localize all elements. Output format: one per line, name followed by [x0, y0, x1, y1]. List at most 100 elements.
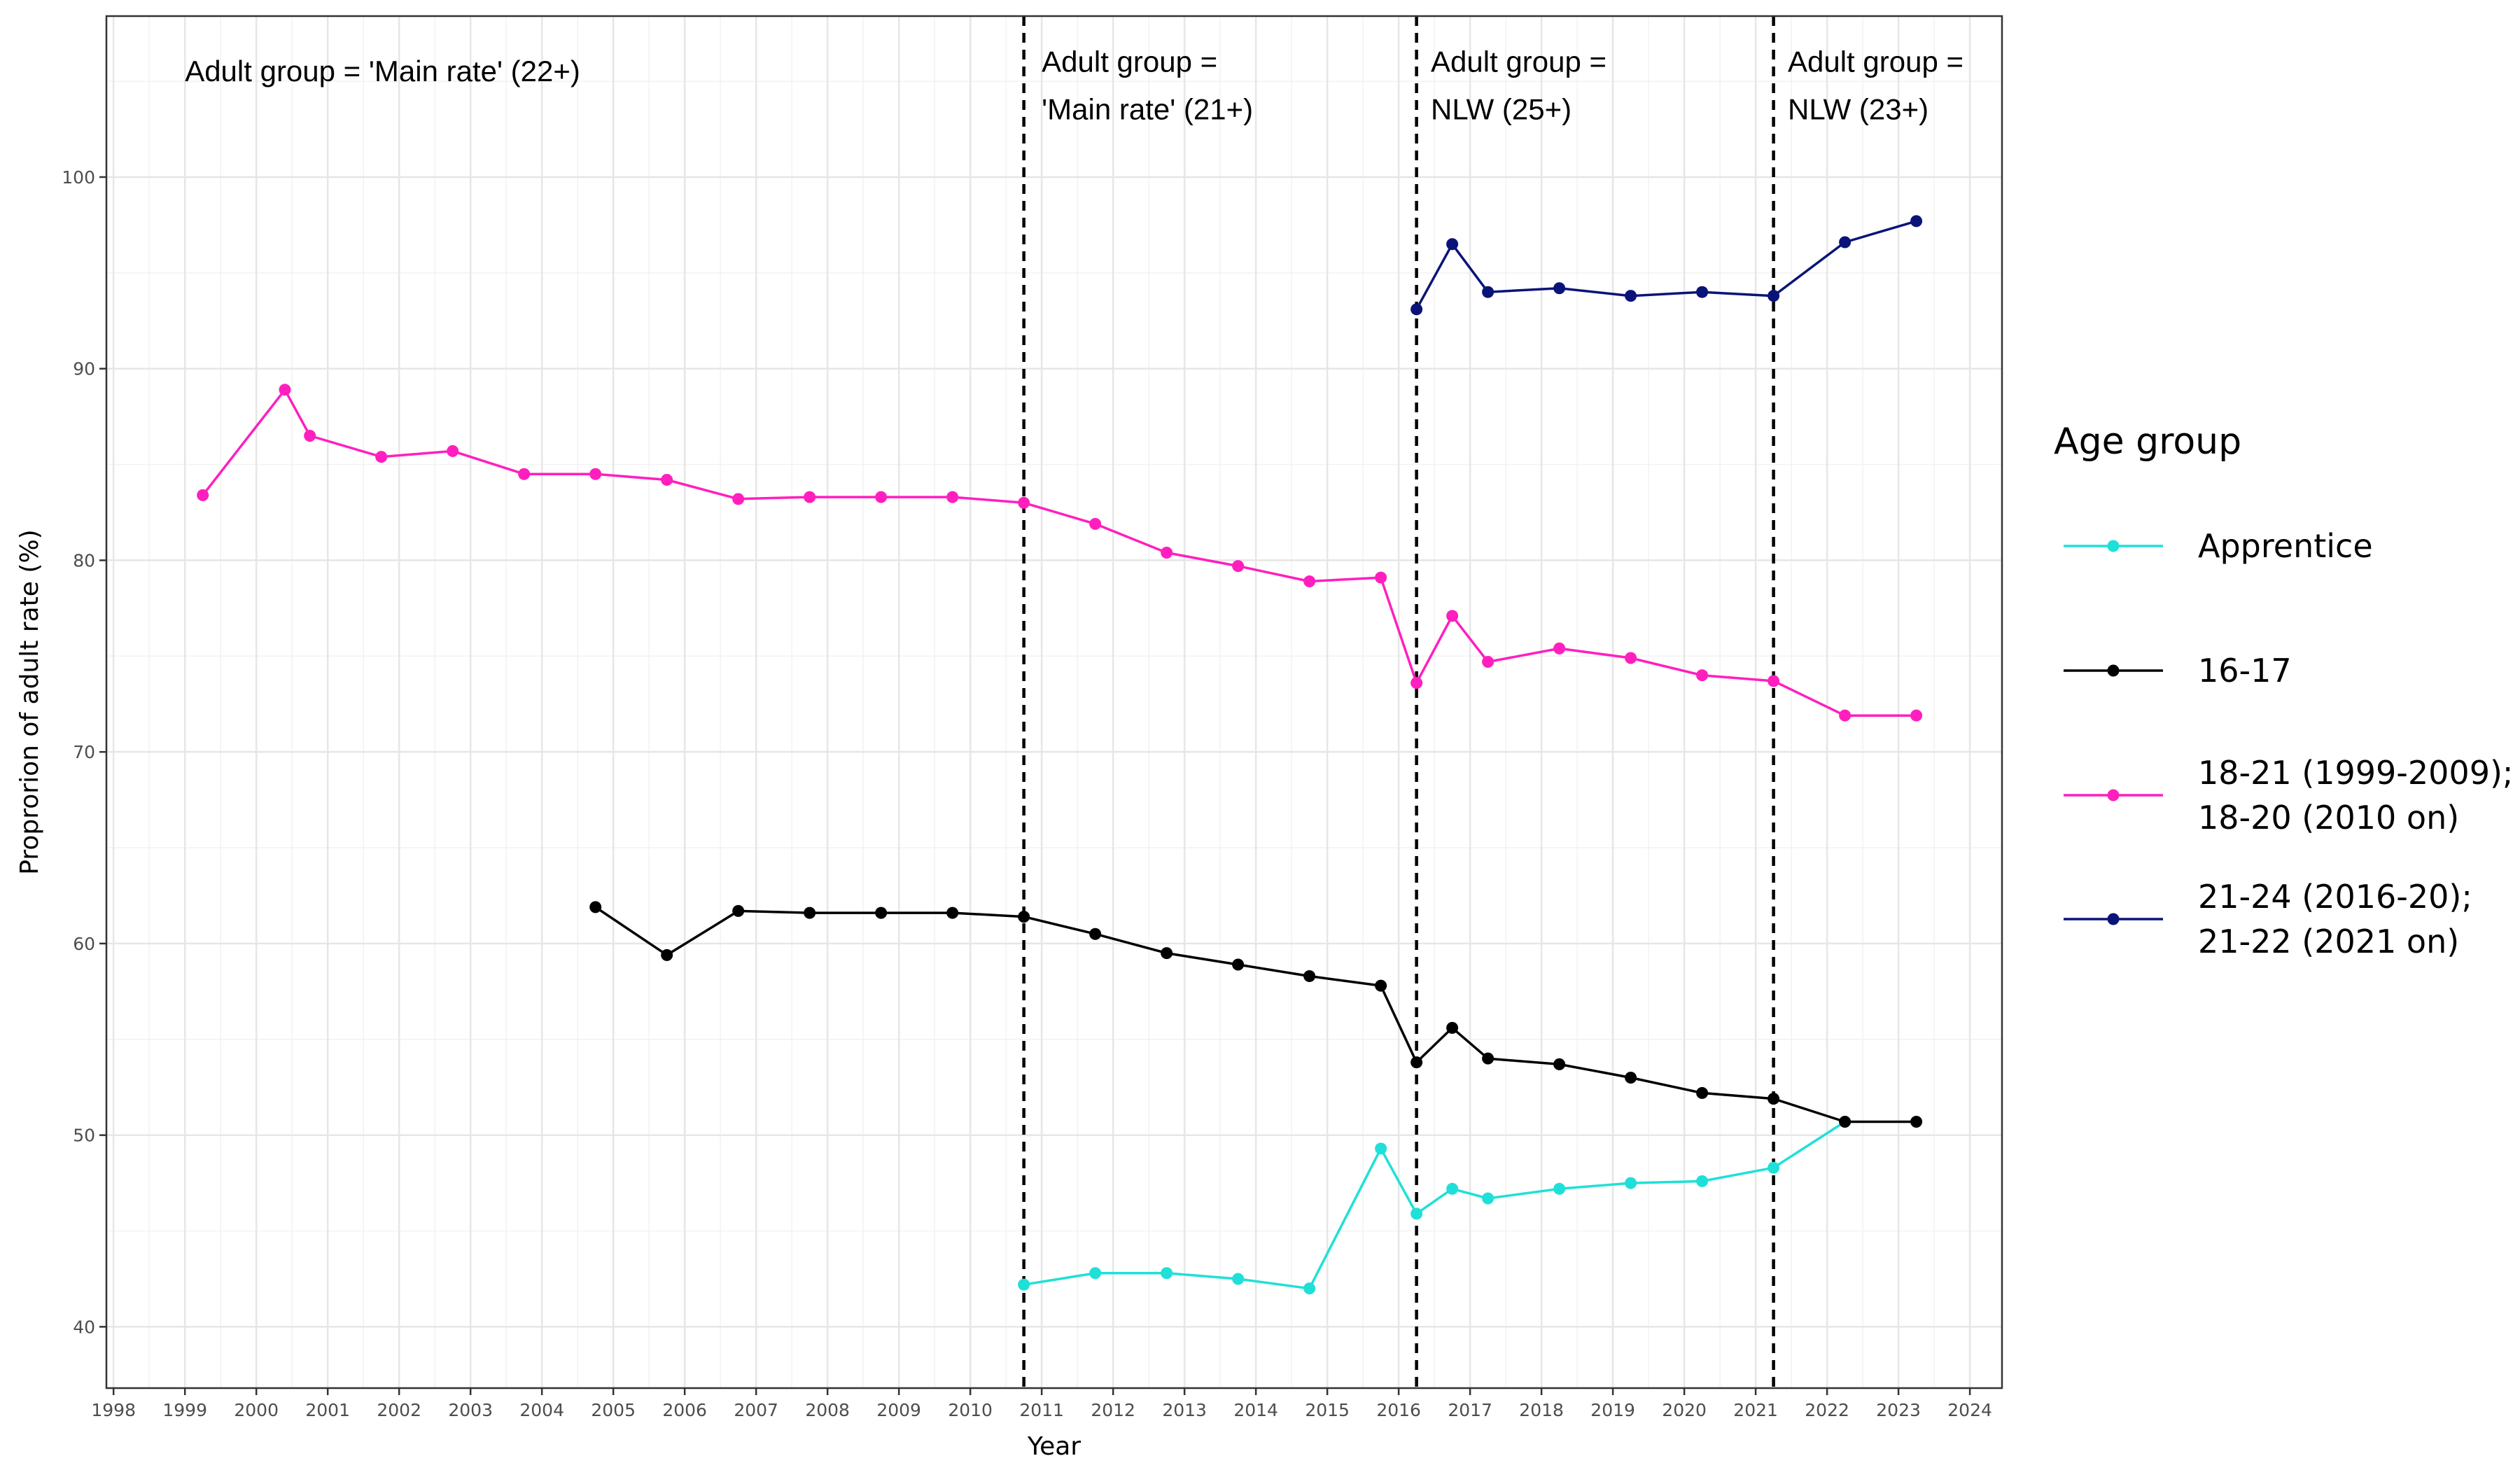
y-tick-label: 40 — [73, 1317, 95, 1337]
data-point — [1303, 969, 1316, 982]
data-point — [1839, 236, 1851, 248]
data-point — [518, 468, 531, 480]
data-point — [1768, 675, 1780, 687]
data-point — [1553, 642, 1566, 654]
annotation-line: Adult group = 'Main rate' (22+) — [185, 55, 580, 88]
data-point — [732, 493, 745, 505]
x-tick-label: 2009 — [876, 1400, 921, 1420]
x-tick-label: 2020 — [1662, 1400, 1707, 1420]
period-annotations: Adult group = 'Main rate' (22+) Adult gro… — [185, 45, 1963, 125]
legend-title: Age group — [2054, 421, 2241, 463]
annotation-line: Adult group = — [1431, 45, 1606, 78]
data-point — [946, 906, 959, 919]
data-point — [1696, 286, 1709, 298]
data-point — [447, 444, 459, 457]
data-point — [1768, 1093, 1780, 1105]
x-tick-label: 2011 — [1019, 1400, 1064, 1420]
x-tick-label: 2002 — [377, 1400, 421, 1420]
legend-label: 18-21 (1999-2009); — [2198, 754, 2513, 792]
data-point — [197, 489, 209, 501]
data-point — [589, 901, 602, 913]
data-point — [1482, 1052, 1494, 1065]
data-point — [1768, 1161, 1780, 1174]
series-layer — [197, 215, 1923, 1295]
data-point — [1553, 282, 1566, 295]
data-point — [1553, 1182, 1566, 1195]
data-point — [804, 491, 816, 503]
data-point — [1018, 1278, 1030, 1291]
data-point — [1625, 652, 1637, 664]
data-point — [1839, 1115, 1851, 1128]
x-tick-label: 2005 — [591, 1400, 636, 1420]
annotation-line: 'Main rate' (21+) — [1042, 92, 1253, 125]
plot-border — [105, 15, 2003, 1390]
data-point — [1696, 1175, 1709, 1187]
x-tick-label: 2015 — [1305, 1400, 1350, 1420]
data-point — [1161, 947, 1173, 960]
data-point — [1161, 1267, 1173, 1280]
data-point — [1018, 496, 1030, 509]
data-point — [661, 948, 673, 961]
legend-item: 16-17 — [2064, 652, 2292, 690]
x-tick-label: 2017 — [1448, 1400, 1492, 1420]
legend-key-point — [2107, 664, 2120, 677]
data-point — [875, 491, 888, 503]
data-point — [589, 468, 602, 480]
x-tick-label: 2003 — [448, 1400, 493, 1420]
x-tick-label: 2013 — [1162, 1400, 1207, 1420]
y-tick-label: 70 — [73, 742, 95, 762]
y-tick-label: 100 — [62, 167, 95, 188]
data-point — [1303, 1282, 1316, 1295]
data-point — [1410, 1208, 1423, 1220]
data-point — [1232, 958, 1245, 971]
y-tick-label: 60 — [73, 934, 95, 954]
x-tick-label: 2019 — [1590, 1400, 1635, 1420]
legend-key-point — [2107, 789, 2120, 802]
annotation: Adult group = NLW (23+) — [1788, 45, 1963, 125]
period-divider-lines — [1022, 16, 1775, 1388]
data-point — [1018, 911, 1030, 923]
data-point — [1553, 1058, 1566, 1070]
x-tick-label: 2012 — [1091, 1400, 1135, 1420]
x-tick-label: 2021 — [1733, 1400, 1778, 1420]
data-point — [1625, 290, 1637, 302]
legend-label: 16-17 — [2198, 652, 2292, 690]
data-point — [732, 904, 745, 917]
annotation: Adult group = 'Main rate' (22+) — [185, 55, 580, 88]
x-tick-label: 2022 — [1805, 1400, 1849, 1420]
x-tick-label: 2018 — [1519, 1400, 1564, 1420]
data-point — [1910, 1115, 1923, 1128]
data-point — [1089, 927, 1102, 940]
x-axis-title: Year — [1027, 1432, 1081, 1461]
legend-label: 21-22 (2021 on) — [2198, 923, 2459, 960]
annotation-line: Adult group = — [1788, 45, 1963, 78]
x-tick-label: 2004 — [519, 1400, 564, 1420]
y-tick-label: 90 — [73, 359, 95, 379]
data-point — [1232, 560, 1245, 573]
data-point — [1696, 669, 1709, 682]
legend-label: 18-20 (2010 on) — [2198, 799, 2459, 836]
annotation-line: NLW (23+) — [1788, 92, 1928, 125]
x-tick-label: 2016 — [1376, 1400, 1421, 1420]
x-tick-label: 2000 — [234, 1400, 279, 1420]
annotation: Adult group = 'Main rate' (21+) — [1042, 45, 1253, 125]
y-tick-label: 50 — [73, 1126, 95, 1146]
series-line — [1023, 1121, 1846, 1290]
y-axis: 40 50 60 70 80 90 100 — [62, 167, 106, 1337]
data-point — [1410, 303, 1423, 316]
x-tick-label: 2023 — [1876, 1400, 1921, 1420]
legend-label: Apprentice — [2198, 527, 2373, 565]
data-point — [1839, 709, 1851, 722]
y-tick-label: 80 — [73, 550, 95, 570]
data-point — [1410, 677, 1423, 690]
data-point — [1375, 571, 1387, 584]
data-point — [1446, 610, 1459, 622]
data-point — [1910, 709, 1923, 722]
data-point — [1625, 1072, 1637, 1084]
x-tick-label: 1999 — [162, 1400, 207, 1420]
legend-key-point — [2107, 540, 2120, 552]
x-tick-label: 2001 — [305, 1400, 350, 1420]
data-point — [304, 429, 316, 442]
data-point — [1696, 1086, 1709, 1099]
